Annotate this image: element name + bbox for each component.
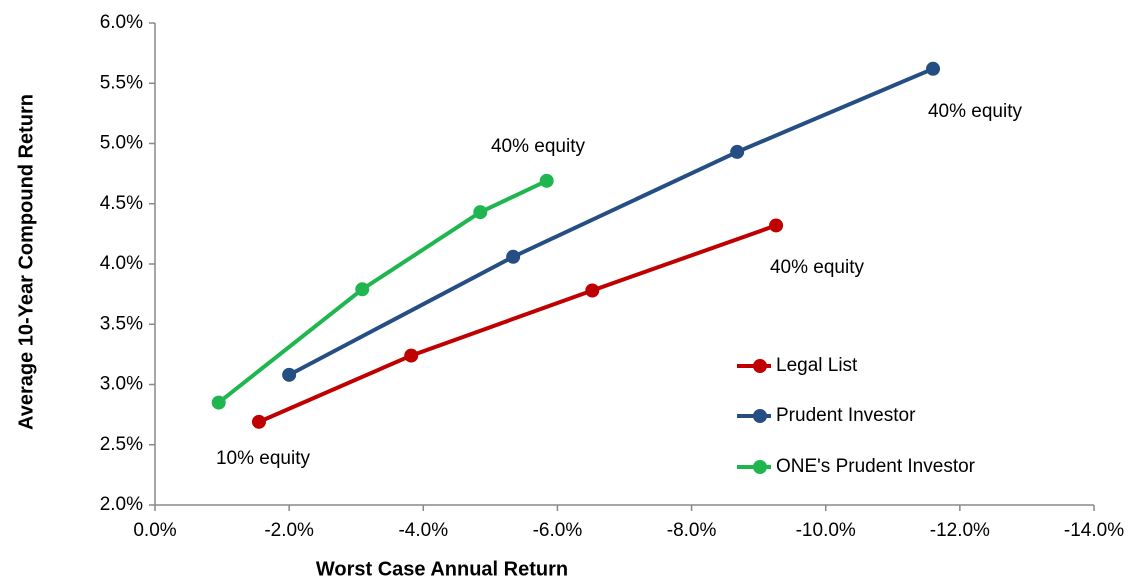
x-tick-label: 0.0% [133,520,176,541]
point [473,205,488,220]
series-line [288,66,934,377]
y-tick-label: 3.5% [100,313,143,334]
annotation: 40% equity [928,101,1023,122]
point [506,249,521,264]
y-axis-label: Average 10-Year Compound Return [15,94,37,430]
point [539,173,554,188]
y-tick-label: 4.5% [100,193,143,214]
legend-label: Prudent Investor [776,405,916,426]
y-tick-label: 5.5% [100,72,143,93]
y-tick-label: 5.0% [100,133,143,154]
point [282,367,297,382]
point [211,395,226,410]
x-tick-label: -14.0% [1064,520,1124,541]
point [251,414,266,429]
x-tick-label: -6.0% [533,520,583,541]
annotation: 40% equity [491,136,586,157]
series-line [258,223,777,424]
x-axis-label: Worst Case Annual Return [316,558,568,580]
x-tick-label: -2.0% [264,520,314,541]
y-tick-label: 2.5% [100,434,143,455]
legend-label: ONE's Prudent Investor [776,456,976,477]
y-tick-label: 2.0% [100,494,143,515]
x-tick-label: -4.0% [398,520,448,541]
legend-swatch [753,359,767,373]
point [355,282,370,297]
point [730,144,745,159]
x-tick-label: -10.0% [796,520,856,541]
y-tick-label: 6.0% [100,12,143,33]
legend-label: Legal List [776,355,858,376]
legend-swatch [753,460,767,474]
point [404,348,419,363]
series-line [217,179,548,405]
annotation: 10% equity [216,448,311,469]
y-tick-label: 3.0% [100,374,143,395]
point [585,283,600,298]
x-tick-label: -8.0% [667,520,717,541]
point [769,218,784,233]
x-tick-label: -12.0% [930,520,990,541]
annotation: 40% equity [770,257,865,278]
legend-swatch [753,409,767,423]
point [926,61,941,76]
y-tick-label: 4.0% [100,253,143,274]
